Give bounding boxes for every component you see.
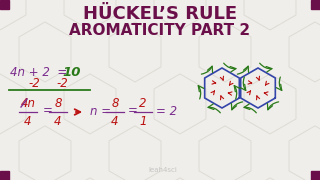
Text: 8: 8 — [54, 96, 62, 109]
Text: 4: 4 — [111, 114, 119, 127]
Bar — [0, 0, 9, 9]
Text: -2: -2 — [28, 76, 40, 89]
Bar — [311, 0, 320, 9]
Text: AROMATICITY PART 2: AROMATICITY PART 2 — [69, 22, 251, 37]
Text: 4n + 2  =: 4n + 2 = — [10, 66, 67, 78]
Text: n =: n = — [90, 105, 111, 118]
Text: 4: 4 — [54, 114, 62, 127]
Text: -2: -2 — [56, 76, 68, 89]
Text: =: = — [128, 105, 138, 118]
Text: 4: 4 — [24, 114, 32, 127]
Text: HÜCKEL’S RULE: HÜCKEL’S RULE — [83, 5, 237, 23]
Text: leah4sci: leah4sci — [148, 167, 177, 173]
Text: 8: 8 — [111, 96, 119, 109]
Text: 1: 1 — [139, 114, 147, 127]
Text: = 2: = 2 — [156, 105, 177, 118]
Text: 10: 10 — [62, 66, 81, 78]
Text: =: = — [43, 105, 53, 118]
Text: 4n: 4n — [20, 96, 36, 109]
Bar — [0, 171, 9, 180]
Bar — [311, 171, 320, 180]
Text: 2: 2 — [139, 96, 147, 109]
